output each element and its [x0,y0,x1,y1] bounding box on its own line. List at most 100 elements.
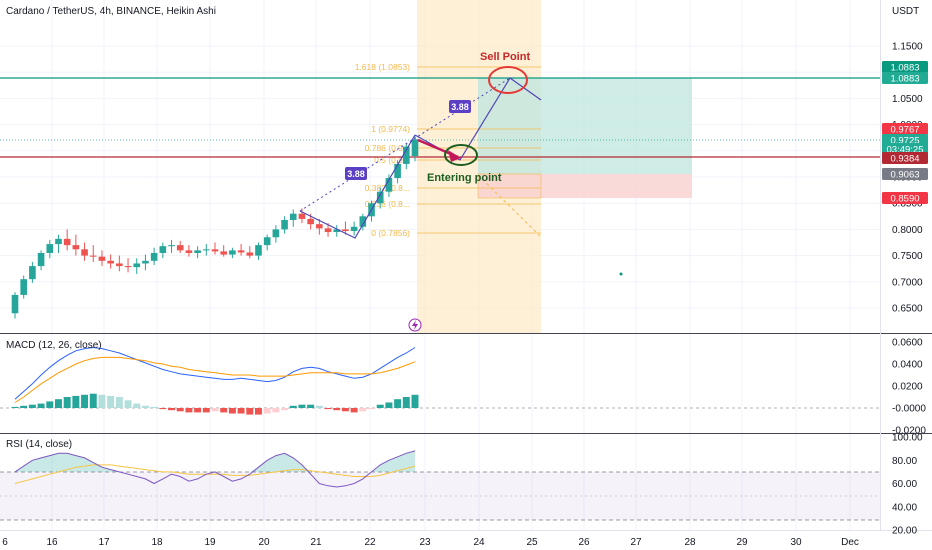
candle-body [289,213,297,220]
candle-body [29,266,36,280]
price-tag [882,61,928,73]
profit-zone[interactable] [478,78,692,174]
loss-zone[interactable] [478,174,692,198]
candle-body [20,279,27,295]
candle-body [411,139,419,157]
time-tick-label: 20 [258,537,270,548]
time-axis[interactable]: 6 16 17 18 19 20 21 22 23 24 25 26 27 28 29 30 Dec [2,537,859,548]
fib-level-label: 0.5 (0.9... [374,155,410,165]
time-tick-label: 23 [419,537,431,548]
candle-body [263,237,271,246]
time-tick-label: 30 [790,537,802,548]
rsi-axis[interactable]: 100.00 80.00 60.00 40.00 20.00 [892,433,923,537]
candle-body [81,249,88,256]
time-tick-label: Dec [841,537,859,548]
time-tick-label: 27 [630,537,642,548]
macd-histogram-bar [263,408,271,414]
macd-line [14,346,416,400]
macd-histogram-bar [359,408,367,412]
time-tick-label: 21 [310,537,322,548]
macd-title[interactable]: MACD (12, 26, close) [6,340,102,351]
macd-histogram-bar [350,408,358,413]
fib-level-label: 0 (0.7856) [371,228,410,238]
macd-histogram-bar [124,400,132,408]
price-tag [882,192,928,204]
macd-histogram-bar [185,408,193,413]
svg-text:3.88: 3.88 [347,169,365,179]
candle-body [237,250,245,253]
candle-body [211,249,219,252]
candle-body [55,238,62,245]
price-tag-label: 03:49:25 [887,145,924,156]
price-tick-label: 0.8000 [892,225,923,236]
macd-histogram-bar [402,397,410,408]
macd-histogram-bar [246,408,254,415]
price-tick-label: 0.7500 [892,251,923,262]
candle-body [333,229,341,233]
candle-body [246,252,254,256]
candle-body [98,256,106,261]
rsi-title[interactable]: RSI (14, close) [6,439,72,450]
candle-body [203,249,210,251]
macd-histogram-bar [168,408,175,411]
candle-body [394,163,401,179]
macd-histogram-bar [341,408,349,412]
price-tag-label: 0.9063 [890,170,919,181]
macd-histogram-bar [11,406,19,408]
abcd-pattern-line[interactable] [299,134,416,239]
macd-histogram-bar [37,403,45,408]
macd-histogram-bar [228,408,236,414]
price-tag-label: 0.9725 [890,136,919,147]
candle-body [89,255,97,257]
macd-histogram-bar [63,397,71,408]
candle-body [342,229,349,231]
macd-histogram-bar [176,408,184,412]
price-tag-label: 0.8590 [890,194,919,205]
macd-histogram-bar [220,408,228,413]
macd-histogram-bar [194,408,202,413]
price-tag-label: 1.0883 [890,74,919,85]
macd-histogram-bar [107,395,115,408]
macd-axis[interactable]: 0.0600 0.0400 0.0200 -0.0000 -0.0200 [892,338,926,437]
macd-histogram-bar [324,408,332,410]
macd-histogram-bar [159,408,167,410]
macd-histogram-bar [202,408,210,413]
candle-body [124,266,132,268]
entering-point-label: Entering point [427,172,502,184]
fib-level-label: 1.618 (1.0853) [355,62,410,72]
macd-histogram-bar [72,395,80,408]
ratio-badge-upper[interactable]: 3.88 [449,100,471,113]
rsi-tick-label: 20.00 [892,526,917,537]
time-tick-label: 24 [473,537,485,548]
candle-body [298,213,306,219]
grid-lines [0,0,880,530]
fib-level-label: 1 (0.9774) [371,124,410,134]
symbol-title[interactable]: Cardano / TetherUS, 4h, BINANCE, Heikin … [6,6,216,17]
price-candles [11,136,419,319]
macd-tick-label: 0.0200 [892,382,923,393]
price-tick-label: 0.6500 [892,304,923,315]
candle-body [403,146,410,164]
fib-level-label: 0.236 (0.8... [365,199,410,209]
macd-histogram-bar [307,404,315,408]
candle-body [307,218,314,225]
fib-level-label: 0.786 (0.9... [365,143,410,153]
candle-body [350,226,358,231]
entering-point-circle [444,144,478,166]
chart-dot [619,272,623,276]
time-tick-label: 6 [2,537,8,548]
macd-histogram-bar [255,408,262,415]
price-tick-label: 1.1500 [892,42,923,53]
macd-histogram-bar [368,408,375,410]
macd-histogram-bar [141,405,149,408]
macd-histogram-bar [281,408,289,411]
time-tick-label: 17 [98,537,110,548]
lightning-icon[interactable] [408,318,422,332]
candle-body [168,245,175,247]
ratio-badge-lower[interactable]: 3.88 [345,167,367,180]
macd-histogram-bar [411,394,419,408]
price-tag [882,168,928,180]
macd-histogram-bar [272,408,280,413]
candle-body [324,228,332,233]
